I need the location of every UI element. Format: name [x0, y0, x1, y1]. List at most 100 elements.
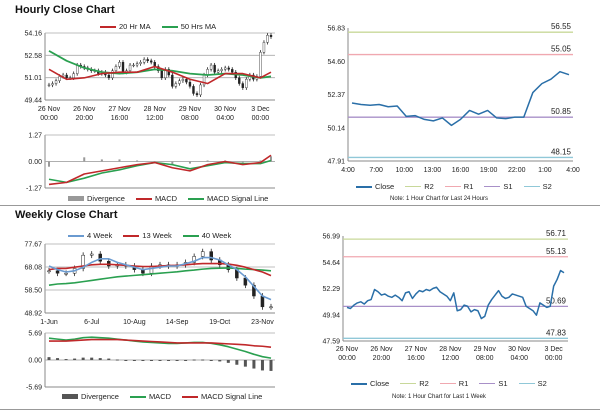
candle-body: [209, 64, 213, 70]
y-tick-label: 68.08: [24, 265, 42, 272]
x-tick-label: 4:00: [566, 167, 580, 174]
level-label-R1: 55.13: [546, 247, 567, 256]
candle-body: [55, 270, 60, 274]
legend-swatch: [68, 196, 84, 201]
x-tick-label: 16:00: [111, 115, 129, 122]
candle-body: [223, 67, 227, 70]
weekly-title: Weekly Close Chart: [15, 209, 118, 221]
level-label-R2: 56.55: [551, 22, 572, 31]
x-tick-label: 7:00: [369, 167, 383, 174]
legend-swatch: [68, 234, 84, 237]
candle-body: [98, 253, 102, 262]
hourly-macd-legend: Divergence MACD MACD Signal Line: [68, 194, 276, 203]
divergence-bar: [158, 360, 162, 361]
level-label-S2: 48.15: [551, 147, 572, 156]
divergence-bar: [136, 160, 139, 162]
candle-body: [241, 83, 245, 88]
level-label-R2: 56.71: [546, 229, 567, 238]
divergence-bar: [206, 160, 209, 162]
legend-label: S2: [542, 182, 552, 191]
legend-label: S1: [503, 182, 513, 191]
legend-label: Divergence: [87, 194, 125, 203]
legend-swatch: [523, 185, 540, 188]
divergence-bar: [269, 360, 273, 371]
x-tick-label: 08:00: [476, 355, 494, 362]
levels-legend: Close R2 R1 S1 S2: [356, 182, 560, 191]
y-tick-label: 52.37: [327, 92, 345, 99]
divergence-bar: [259, 160, 262, 162]
x-tick-label: 29 Nov: [179, 106, 202, 113]
x-tick-label: 14-Sep: [166, 319, 189, 326]
x-tick-label: 23-Nov: [251, 319, 274, 326]
y-tick-label: 48.92: [24, 311, 42, 318]
x-tick-label: 20:00: [373, 355, 391, 362]
y-tick-label: 58.50: [24, 288, 42, 295]
candle-body: [72, 73, 75, 79]
chart-note: Note: 1 Hour Chart for Last 1 Week: [392, 394, 486, 400]
candle-body: [266, 35, 269, 43]
divergence-bar: [118, 159, 121, 162]
divider: [0, 205, 600, 206]
candle-body: [75, 64, 79, 74]
candle-body: [181, 79, 185, 81]
divergence-bar: [73, 358, 77, 360]
candle-body: [47, 84, 51, 86]
close-line: [351, 70, 570, 127]
candle-body: [262, 42, 266, 53]
legend-swatch: [400, 382, 417, 385]
candle-body: [58, 76, 61, 81]
y-tick-label: -1.27: [26, 186, 42, 193]
candle-body: [118, 62, 121, 67]
y-tick-label: 54.60: [327, 59, 345, 66]
candle-body: [178, 80, 181, 84]
divergence-bar: [83, 157, 86, 162]
x-tick-label: 30 Nov: [214, 106, 237, 113]
level-label-S1: 50.69: [546, 296, 567, 305]
legend-swatch: [439, 382, 456, 385]
legend-swatch: [123, 234, 140, 237]
y-tick-label: 50.14: [327, 125, 345, 132]
level-label-S2: 47.83: [546, 328, 567, 337]
divergence-bar: [252, 360, 256, 369]
x-tick-label: 12:00: [146, 115, 164, 122]
y-tick-label: 56.99: [322, 234, 340, 241]
divergence-bar: [209, 360, 213, 361]
divergence-bar: [47, 357, 51, 360]
legend-swatch: [129, 395, 146, 398]
levels-legend: Close R2 R1 S1 S2: [351, 379, 555, 388]
x-tick-label: 3 Dec: [545, 346, 564, 353]
y-tick-label: 0.00: [28, 159, 42, 166]
divergence-bar: [243, 360, 247, 367]
x-tick-label: 1-Jun: [40, 319, 58, 326]
weekly-legend: 4 Week 13 Week 40 Week: [68, 231, 239, 240]
legend-swatch: [182, 395, 199, 398]
y-tick-label: 54.16: [24, 31, 42, 38]
candle-body: [269, 306, 273, 309]
legend-label: R1: [463, 182, 474, 191]
legend-label: S2: [537, 379, 547, 388]
legend-swatch: [135, 197, 152, 200]
x-tick-label: 26 Nov: [73, 106, 96, 113]
legend-label: R2: [419, 379, 429, 388]
weekly-macd-legend: Divergence MACD MACD Signal Line: [62, 392, 270, 401]
x-tick-label: 4:00: [341, 167, 355, 174]
x-tick-label: 19-Oct: [209, 319, 230, 326]
divergence-bar: [98, 358, 102, 360]
x-tick-label: 26 Nov: [336, 346, 359, 353]
candle-body: [135, 63, 139, 66]
legend-swatch: [405, 185, 422, 188]
y-tick-label: -5.69: [26, 385, 42, 392]
legend-label: Close: [375, 182, 395, 191]
candle-body: [107, 74, 111, 79]
candle-body: [188, 81, 192, 87]
candle-body: [111, 70, 114, 79]
y-tick-label: 1.27: [28, 133, 42, 140]
legend-label: Close: [370, 379, 390, 388]
candle-body: [160, 70, 163, 79]
candle-body: [209, 251, 213, 261]
y-tick-label: 56.83: [327, 26, 345, 33]
divergence-bar: [90, 357, 94, 360]
legend-label: MACD Signal Line: [201, 392, 263, 401]
divergence-bar: [132, 360, 136, 361]
